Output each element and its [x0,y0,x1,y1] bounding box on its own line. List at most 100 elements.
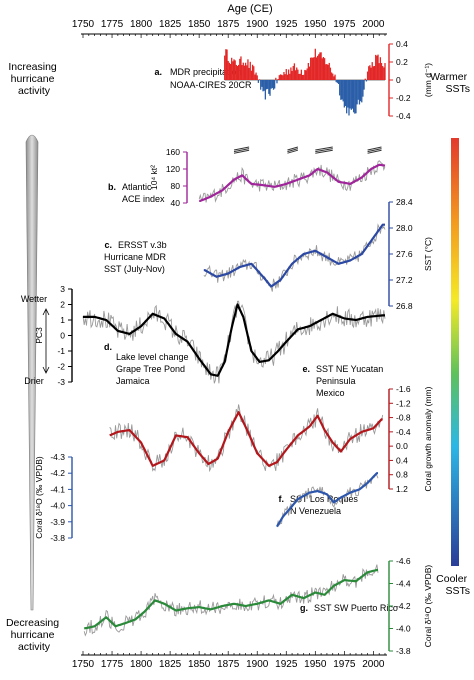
y-tick-label: 0.0 [396,441,408,451]
precip-bar [342,80,344,102]
precip-bar [379,57,382,80]
precip-bar [277,78,279,80]
precip-bar [334,74,336,80]
precip-bar [262,80,264,92]
precip-bar [293,63,296,80]
precip-bar [314,48,316,80]
precip-bar [261,80,263,87]
precip-bar [333,76,335,80]
x-tick-label: 1925 [275,19,298,30]
x-tick-label: 1975 [333,659,356,670]
y-tick-label: -4.0 [396,624,411,634]
y-axis-c: 28.4 28.0 27.6 27.2 26.8 SST (°C) [388,197,433,311]
precip-bar [303,74,305,80]
y-tick-label: -0.2 [396,93,411,103]
svg-text:Drier: Drier [24,376,44,386]
precip-bar [384,63,386,80]
precip-bar [255,72,257,80]
increasing-label: Increasing hurricane activity [8,61,59,97]
active-period-bar [233,146,250,151]
precip-bar [296,67,298,80]
precip-bar [364,78,366,80]
precip-bar [280,74,283,80]
y-axis-title: Coral δ¹⁸O (‰ VPDB) [423,565,433,648]
svg-text:SST Los Roques: SST Los Roques [290,494,358,504]
precip-bar [275,77,277,80]
y-tick-label: 27.6 [396,249,413,259]
x-tick-label: 2000 [362,659,385,670]
precip-bar [358,80,361,105]
precip-bar [332,73,334,80]
smoothed-series [83,568,378,630]
precip-bar [373,65,376,80]
precip-bar [231,57,233,80]
precip-bar [341,80,343,100]
precip-bar [249,61,251,80]
raw-series [83,564,379,637]
precip-bar [263,80,265,91]
y-tick-label: -4.1 [50,484,65,494]
wetter-drier-annotation: Wetter Drier [21,294,50,386]
y-tick-label: 1 [60,315,65,325]
svg-text:a.: a. [154,67,162,77]
raw-series [198,160,386,203]
y-tick-label: 1.2 [396,484,408,494]
svg-text:c.: c. [104,240,112,250]
y-tick-label: -0.8 [396,413,411,423]
y-tick-label: 28.4 [396,197,413,207]
precip-bar [347,80,349,108]
precip-bar [229,63,232,80]
precip-bar [269,80,271,96]
precip-bar [267,80,269,89]
y-axis-title: Coral δ¹⁸O (‰ VPDB) [34,456,44,539]
precip-bar [279,74,282,80]
y-tick-label: 160 [166,147,180,157]
precip-bar [354,80,356,114]
panel-c-label: c. ERSST v.3b Hurricane MDR SST (July-No… [104,240,167,274]
x-tick-label: 1825 [159,19,182,30]
y-axis-d: 3 2 1 0 -1 -2 -3 PC3 [34,284,73,387]
precip-bar [284,74,286,80]
y-tick-label: 80 [171,181,181,191]
precip-bar [371,62,373,80]
svg-text:g.: g. [300,603,308,613]
precip-bar [301,74,304,80]
y-tick-label: 0.8 [396,470,408,480]
precip-bar [257,80,260,83]
precip-bar [243,65,246,80]
precip-bar [289,73,291,80]
precip-bar [370,67,372,80]
precip-bar [228,62,231,80]
precip-bar [268,80,270,94]
precip-bar [299,73,301,80]
precip-bar [258,79,261,80]
raw-series [82,300,386,384]
precip-bar [227,60,229,80]
precip-bar [320,52,322,80]
svg-text:SST NE Yucatan: SST NE Yucatan [316,364,383,374]
precip-bar [244,62,247,80]
precip-bar [335,80,337,83]
panel-g-label: g. SST SW Puerto Rico [300,603,398,613]
y-tick-label: -0.4 [396,111,411,121]
y-tick-label: -3.8 [50,533,65,543]
svg-text:f.: f. [279,494,285,504]
precip-bar [298,73,300,80]
precip-bar [264,80,267,100]
svg-text:ERSST v.3b: ERSST v.3b [118,240,167,250]
precip-bar [359,80,362,102]
x-tick-label: 1850 [188,19,211,30]
precip-bar [356,80,358,105]
precip-bar [363,80,365,90]
precip-bar [330,72,333,80]
precip-bar [378,63,380,80]
precip-bar [368,66,370,80]
y-tick-label: 120 [166,164,180,174]
y-axis-title: (mm d⁻¹) [423,63,433,97]
precip-bar [283,72,285,80]
x-tick-label: 1950 [304,659,327,670]
y-axis-title: Coral growth anomaly (mm) [423,386,433,491]
y-tick-label: 26.8 [396,301,413,311]
svg-text:SST SW Puerto Rico: SST SW Puerto Rico [314,603,398,613]
raw-series [203,223,386,292]
